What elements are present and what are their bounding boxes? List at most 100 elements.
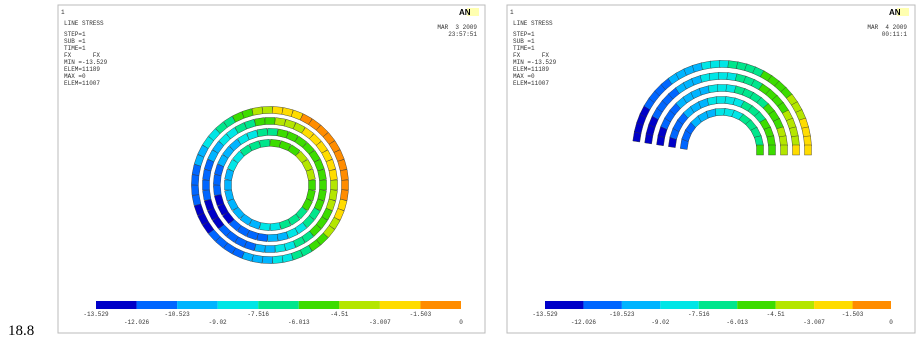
element xyxy=(191,185,199,195)
legend-label: -12.026 xyxy=(571,319,597,326)
info-line: SUB =1 xyxy=(513,38,535,45)
element xyxy=(793,145,800,155)
info-line: FX FX xyxy=(513,52,549,59)
legend-swatch xyxy=(339,301,380,309)
legend-swatch xyxy=(737,301,775,309)
info-line: MIN =-13.529 xyxy=(513,59,557,66)
legend-swatch xyxy=(660,301,698,309)
info-line: STEP=1 xyxy=(513,31,535,38)
element xyxy=(275,244,286,252)
legend-label: -7.516 xyxy=(247,311,269,318)
date: MAR 3 2009 xyxy=(437,24,477,31)
element xyxy=(262,256,272,263)
element xyxy=(203,170,211,181)
element xyxy=(272,256,283,264)
element xyxy=(757,145,764,155)
element xyxy=(203,180,210,190)
element xyxy=(213,175,221,186)
legend-label: -13.529 xyxy=(532,311,558,318)
info-line: MAX =0 xyxy=(513,73,535,80)
logo: AN xyxy=(459,8,471,17)
element xyxy=(255,244,266,252)
legend-label: 0 xyxy=(459,319,463,326)
logo: AN xyxy=(889,8,901,17)
element xyxy=(805,145,812,155)
element xyxy=(272,106,283,114)
legend-swatch xyxy=(699,301,737,309)
legend-swatch xyxy=(380,301,421,309)
legend-swatch xyxy=(96,301,137,309)
legend-label: -1.503 xyxy=(410,311,432,318)
legend-label: -7.516 xyxy=(688,311,710,318)
element xyxy=(781,145,788,155)
panel-frame xyxy=(58,5,485,333)
legend-label: 0 xyxy=(889,319,893,326)
element xyxy=(213,185,221,196)
info-line: LINE STRESS xyxy=(513,20,553,27)
legend-swatch xyxy=(583,301,621,309)
element xyxy=(260,139,271,147)
element xyxy=(257,128,268,136)
info-line: ELEM=11007 xyxy=(64,80,100,87)
legend-swatch xyxy=(177,301,218,309)
legend-swatch xyxy=(218,301,259,309)
element xyxy=(329,190,337,201)
legend-label: -12.026 xyxy=(124,319,150,326)
legend-swatch xyxy=(776,301,814,309)
element xyxy=(342,180,349,190)
element xyxy=(340,190,348,201)
element xyxy=(309,180,316,190)
legend-label: -4.51 xyxy=(767,311,785,318)
legend-label: -3.007 xyxy=(369,319,391,326)
info-line: TIME=1 xyxy=(64,45,86,52)
element xyxy=(320,180,327,190)
legend-label: -10.523 xyxy=(165,311,191,318)
info-line: MAX =0 xyxy=(64,73,86,80)
time: 00:11:1 xyxy=(882,31,908,38)
legend-swatch xyxy=(420,301,461,309)
element xyxy=(203,190,211,201)
element xyxy=(257,233,268,241)
element xyxy=(255,118,266,126)
legend-swatch xyxy=(622,301,660,309)
element xyxy=(270,223,281,231)
legend-label: -1.503 xyxy=(842,311,864,318)
legend-label: -6.013 xyxy=(288,319,310,326)
element xyxy=(340,170,348,181)
element xyxy=(252,255,263,264)
element xyxy=(267,128,277,135)
element xyxy=(260,223,271,231)
date: MAR 4 2009 xyxy=(867,24,907,31)
element xyxy=(265,118,275,125)
info-line: ELEM=11007 xyxy=(513,80,549,87)
element xyxy=(225,180,232,190)
legend-swatch xyxy=(299,301,340,309)
element xyxy=(275,118,286,126)
legend-label: -4.51 xyxy=(330,311,348,318)
legend-label: -10.523 xyxy=(609,311,635,318)
corner-label: 1 xyxy=(61,9,65,16)
element xyxy=(769,145,776,155)
info-line: SUB =1 xyxy=(64,38,86,45)
legend-label: -3.007 xyxy=(803,319,825,326)
info-line: MIN =-13.529 xyxy=(64,59,108,66)
caption: 18.8 xyxy=(8,323,34,338)
panel-frame xyxy=(507,5,915,333)
legend-swatch xyxy=(814,301,852,309)
corner-label: 1 xyxy=(510,9,514,16)
info-line: LINE STRESS xyxy=(64,20,104,27)
element xyxy=(252,107,263,116)
legend-swatch xyxy=(137,301,178,309)
element xyxy=(331,180,338,190)
legend-label: -9.02 xyxy=(651,319,669,326)
element xyxy=(329,170,337,181)
figure: 18.8 1LINE STRESSSTEP=1SUB =1TIME=1FX FX… xyxy=(0,0,922,338)
element xyxy=(262,106,272,113)
legend-swatch xyxy=(545,301,583,309)
info-line: FX FX xyxy=(64,52,100,59)
info-line: ELEM=11189 xyxy=(64,66,100,73)
element xyxy=(267,234,277,241)
element xyxy=(265,246,275,253)
